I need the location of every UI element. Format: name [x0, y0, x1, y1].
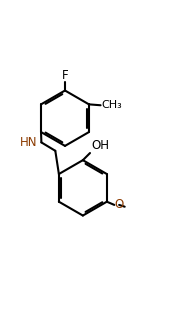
Text: O: O: [115, 198, 124, 211]
Text: OH: OH: [91, 139, 109, 152]
Text: F: F: [62, 69, 68, 82]
Text: HN: HN: [20, 136, 38, 149]
Text: CH₃: CH₃: [102, 100, 122, 110]
